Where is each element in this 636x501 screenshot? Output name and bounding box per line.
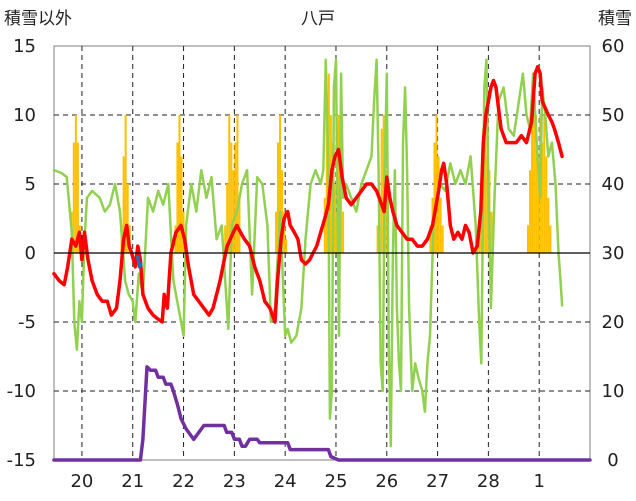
left-tick-label: -5 bbox=[18, 312, 36, 333]
precip-bar bbox=[275, 211, 278, 253]
precip-bar bbox=[545, 156, 548, 253]
precip-bar bbox=[126, 184, 129, 253]
right-tick-label: 0 bbox=[607, 450, 618, 471]
precip-bar bbox=[277, 142, 280, 253]
precip-bar bbox=[333, 184, 336, 253]
precip-bar bbox=[543, 115, 546, 253]
precip-bar bbox=[527, 225, 530, 253]
precip-bar bbox=[433, 142, 436, 253]
precip-bar bbox=[490, 211, 493, 253]
precip-bar bbox=[342, 211, 345, 253]
precip-bar bbox=[226, 184, 229, 253]
precip-bar bbox=[529, 170, 532, 253]
precip-bar bbox=[279, 115, 282, 253]
x-tick-label: 24 bbox=[274, 471, 297, 492]
left-axis-label: 積雪以外 bbox=[4, 9, 72, 29]
x-tick-label: 22 bbox=[172, 471, 195, 492]
precip-bar bbox=[234, 142, 237, 253]
right-tick-label: 40 bbox=[602, 174, 625, 195]
precip-bar bbox=[323, 197, 326, 253]
precip-bar bbox=[537, 156, 540, 253]
left-tick-label: 5 bbox=[25, 174, 36, 195]
precip-bar bbox=[533, 73, 536, 253]
left-axis-ticks: 15 10 5 0 -5 -10 -15 bbox=[7, 36, 36, 471]
precip-bar bbox=[178, 115, 181, 253]
precip-bar bbox=[228, 115, 231, 253]
precip-bar bbox=[541, 142, 544, 253]
x-tick-label: 20 bbox=[70, 471, 93, 492]
precip-bar bbox=[484, 115, 487, 253]
x-tick-label: 1 bbox=[533, 471, 544, 492]
precip-bar bbox=[531, 115, 534, 253]
series-lines bbox=[52, 58, 592, 462]
precip-bar bbox=[180, 156, 183, 253]
precip-bar bbox=[76, 142, 79, 253]
precip-bar bbox=[283, 211, 286, 253]
x-tick-label: 27 bbox=[426, 471, 449, 492]
temperature-line bbox=[52, 64, 564, 324]
x-tick-label: 26 bbox=[375, 471, 398, 492]
right-tick-label: 60 bbox=[602, 36, 625, 57]
snow_depth-line bbox=[52, 365, 592, 462]
temperature_short-line bbox=[136, 255, 143, 269]
humidity-line bbox=[52, 58, 564, 448]
right-axis-label: 積雪 bbox=[598, 9, 632, 29]
precip-bar bbox=[236, 115, 239, 253]
precip-bar bbox=[176, 142, 179, 253]
precip-bar bbox=[376, 225, 379, 253]
precip-bar bbox=[535, 115, 538, 253]
precip-bar bbox=[486, 156, 489, 253]
x-tick-label: 25 bbox=[325, 471, 348, 492]
precip-bar bbox=[74, 115, 77, 253]
precip-bar bbox=[439, 197, 442, 253]
left-tick-label: -10 bbox=[7, 381, 36, 402]
precip-bar bbox=[124, 115, 127, 253]
left-tick-label: 10 bbox=[13, 105, 36, 126]
precip-bar bbox=[435, 115, 438, 253]
precip-bar bbox=[281, 170, 284, 253]
x-tick-label: 23 bbox=[223, 471, 246, 492]
precip-bar bbox=[429, 225, 432, 253]
right-axis-ticks: 60 50 40 30 20 10 0 bbox=[602, 36, 625, 471]
precip-bar bbox=[437, 156, 440, 253]
left-tick-label: 15 bbox=[13, 36, 36, 57]
left-tick-label: -15 bbox=[7, 450, 36, 471]
left-tick-label: 0 bbox=[25, 243, 36, 264]
precip-bar bbox=[285, 239, 288, 253]
right-tick-label: 30 bbox=[602, 243, 625, 264]
x-axis-ticks: 20 21 22 23 24 25 26 27 28 1 bbox=[70, 471, 544, 492]
right-tick-label: 20 bbox=[602, 312, 625, 333]
precip-bar bbox=[380, 128, 383, 253]
precip-bar bbox=[325, 115, 328, 253]
precip-bar bbox=[441, 225, 444, 253]
right-tick-label: 10 bbox=[602, 381, 625, 402]
x-tick-label: 28 bbox=[477, 471, 500, 492]
precip-bar bbox=[547, 197, 550, 253]
precip-bar bbox=[549, 225, 552, 253]
precip-bar bbox=[238, 197, 241, 253]
x-tick-label: 21 bbox=[121, 471, 144, 492]
precip-bar bbox=[232, 170, 235, 253]
precip-bar bbox=[230, 142, 233, 253]
precip-bar bbox=[72, 142, 75, 253]
precip-bar bbox=[122, 156, 125, 253]
chart-title: 八戸 bbox=[301, 9, 335, 29]
precip-bar bbox=[224, 225, 227, 253]
right-tick-label: 50 bbox=[602, 105, 625, 126]
